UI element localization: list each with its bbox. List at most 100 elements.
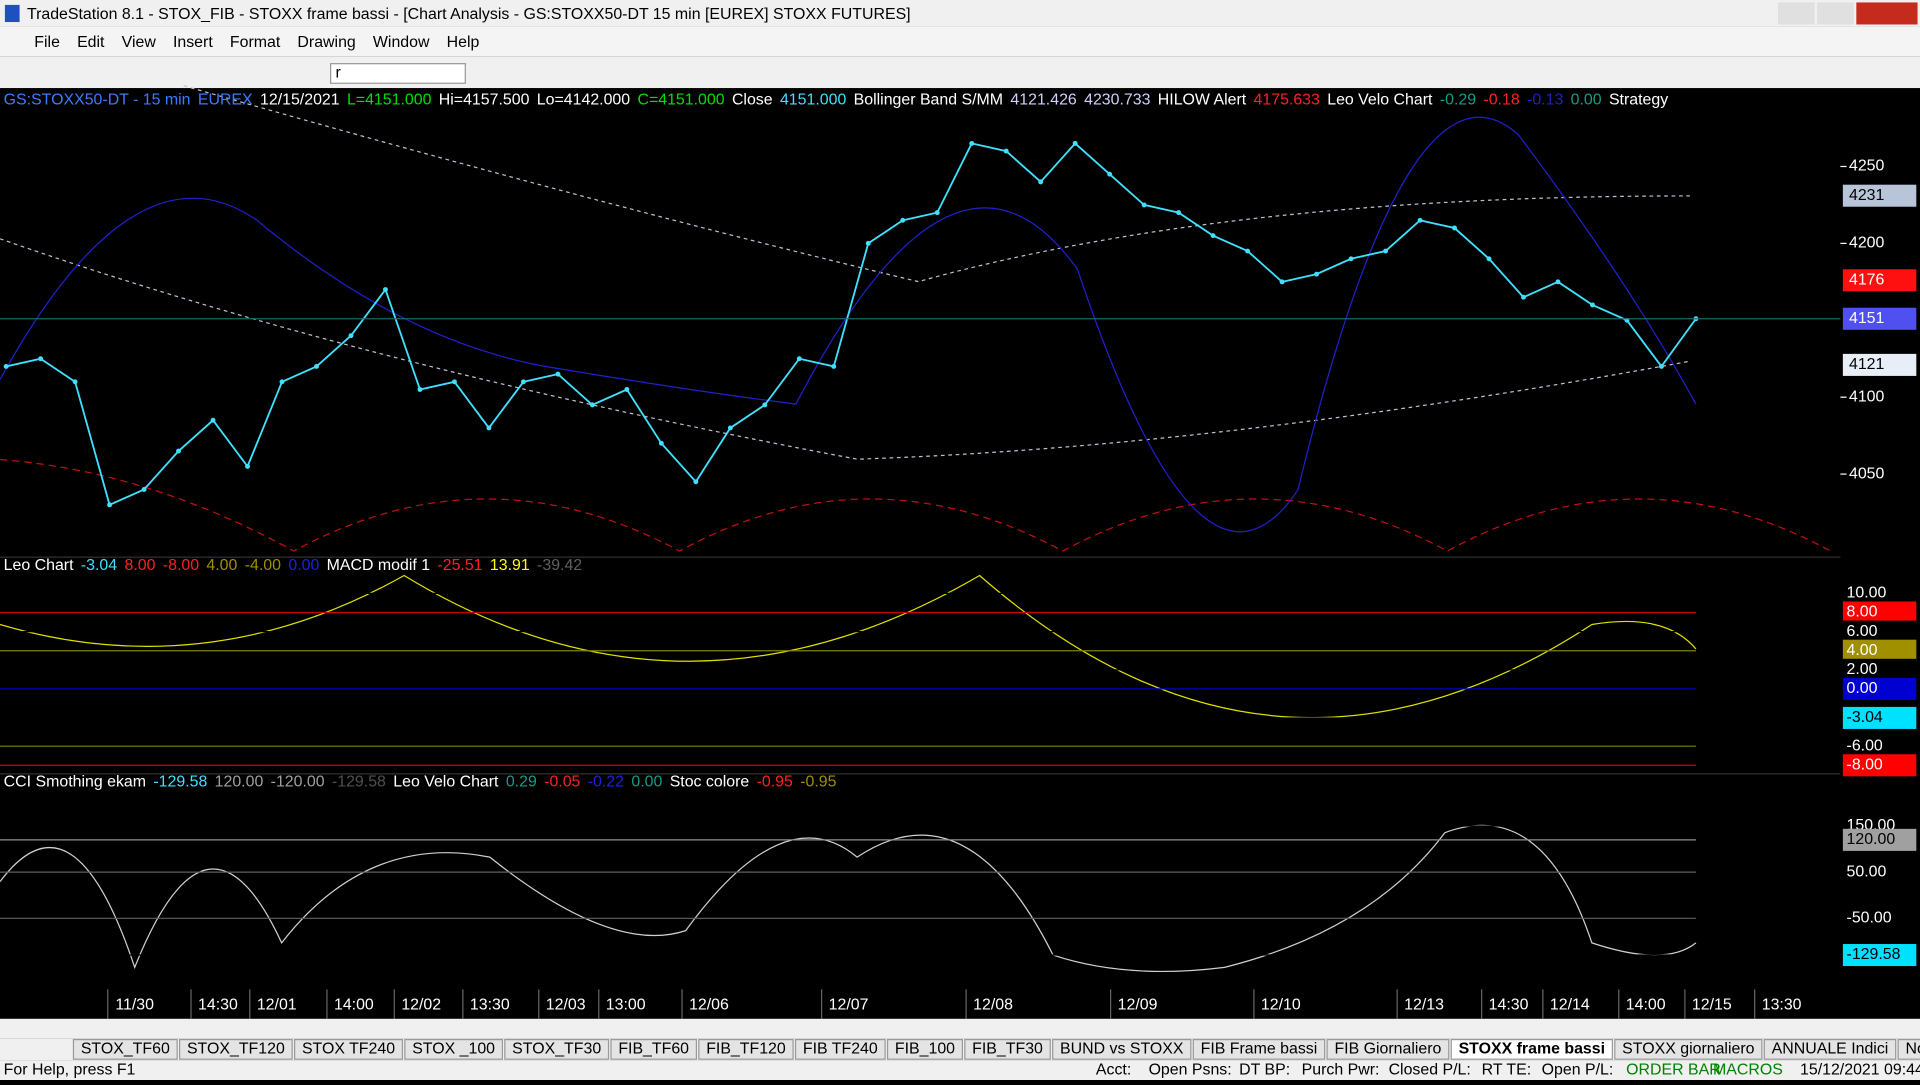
indicator-label: -39.42 bbox=[537, 557, 582, 574]
menu-bar bbox=[0, 26, 1920, 57]
price-point bbox=[486, 425, 492, 431]
tab-label[interactable]: FIB Giornaliero bbox=[1334, 1041, 1441, 1058]
tab-label[interactable]: STOX TF240 bbox=[302, 1041, 395, 1058]
price-point bbox=[1486, 256, 1492, 262]
x-tick-label: 12/14 bbox=[1550, 997, 1590, 1014]
indicator-label: Leo Chart bbox=[4, 557, 74, 574]
menu-item[interactable]: File bbox=[34, 34, 60, 51]
price-point bbox=[1590, 302, 1595, 308]
price-point bbox=[141, 487, 147, 492]
tab[interactable] bbox=[1192, 1038, 1326, 1060]
tab[interactable] bbox=[886, 1038, 963, 1060]
x-tick-label: 12/10 bbox=[1261, 997, 1301, 1014]
x-tick-label: 14:30 bbox=[1489, 997, 1529, 1014]
tick-badge bbox=[1842, 677, 1917, 700]
menu-item[interactable]: Drawing bbox=[297, 34, 355, 51]
tab-label[interactable]: FIB_TF30 bbox=[972, 1041, 1043, 1058]
indicator-label: Stoc colore bbox=[670, 774, 750, 791]
indicator-label: 4151.000 bbox=[780, 92, 846, 109]
price-point bbox=[727, 425, 733, 431]
indicator-label: Strategy bbox=[1609, 92, 1668, 109]
menu-item[interactable]: Edit bbox=[77, 34, 105, 51]
tab-label[interactable]: ANNUALE Indici bbox=[1772, 1041, 1889, 1058]
price-point bbox=[1348, 256, 1354, 262]
y-tick-label: 50.00 bbox=[1847, 863, 1887, 880]
tab[interactable] bbox=[1614, 1038, 1763, 1060]
tab[interactable] bbox=[1326, 1038, 1450, 1060]
x-tick-label: 12/09 bbox=[1118, 997, 1158, 1014]
tab[interactable] bbox=[610, 1038, 698, 1060]
tab[interactable] bbox=[698, 1038, 794, 1060]
status-field: Open P/L: bbox=[1542, 1061, 1614, 1078]
indicator-label: Close bbox=[732, 92, 773, 109]
tab[interactable] bbox=[794, 1038, 886, 1060]
tab-label[interactable]: FIB_TF60 bbox=[618, 1041, 689, 1058]
tab-label[interactable]: BUND vs STOXX bbox=[1060, 1041, 1184, 1058]
y-tick-label: 2.00 bbox=[1847, 661, 1878, 678]
tab[interactable] bbox=[1052, 1038, 1192, 1060]
indicator-label: -4.00 bbox=[245, 557, 281, 574]
tab-label[interactable]: No PREZZI bbox=[1905, 1041, 1920, 1058]
price-point bbox=[1658, 363, 1664, 369]
status-field: Acct: bbox=[1096, 1061, 1131, 1078]
tab[interactable] bbox=[179, 1038, 293, 1060]
tab[interactable] bbox=[404, 1038, 504, 1060]
price-point bbox=[693, 479, 699, 485]
price-point bbox=[1141, 202, 1147, 208]
menu-item[interactable]: Help bbox=[447, 34, 480, 51]
tab[interactable] bbox=[1897, 1038, 1920, 1060]
menu-item[interactable]: View bbox=[122, 34, 157, 51]
tab-label[interactable]: FIB TF240 bbox=[803, 1041, 878, 1058]
x-tick-label: 14:00 bbox=[334, 997, 374, 1014]
x-tick-label: 13:30 bbox=[470, 997, 510, 1014]
indicator-label: 4230.733 bbox=[1084, 92, 1150, 109]
status-help: For Help, press F1 bbox=[4, 1061, 136, 1078]
price-point bbox=[900, 217, 906, 223]
price-point bbox=[520, 379, 526, 385]
price-point bbox=[762, 402, 768, 408]
tab-label[interactable]: STOX_TF120 bbox=[187, 1041, 285, 1058]
y-tick-label: -8.00 bbox=[1847, 756, 1883, 773]
scrollbar[interactable] bbox=[0, 1018, 1920, 1039]
indicator-label: -0.29 bbox=[1440, 92, 1476, 109]
tick-badge bbox=[1842, 907, 1917, 930]
tab-label[interactable]: STOXX giornaliero bbox=[1622, 1041, 1754, 1058]
indicator-label: Bollinger Band S/MM bbox=[854, 92, 1003, 109]
indicator-label: -0.95 bbox=[757, 774, 793, 791]
tick-badge bbox=[1842, 828, 1917, 851]
price-point bbox=[1210, 233, 1216, 239]
tab-label[interactable]: STOX_TF30 bbox=[512, 1041, 601, 1058]
price-line bbox=[5, 142, 1697, 507]
indicator-label: L=4151.000 bbox=[347, 92, 432, 109]
price-badge bbox=[1842, 184, 1917, 207]
tab-label[interactable]: STOX _100 bbox=[412, 1041, 495, 1058]
tab[interactable] bbox=[1763, 1038, 1897, 1060]
close[interactable] bbox=[1856, 2, 1918, 25]
tab-label[interactable]: STOX_TF60 bbox=[81, 1041, 170, 1058]
symbol-box[interactable] bbox=[330, 63, 466, 84]
bollinger-lower bbox=[0, 238, 1690, 460]
menu-item[interactable]: Window bbox=[373, 34, 430, 51]
tab[interactable] bbox=[72, 1038, 178, 1060]
maximize[interactable] bbox=[1817, 2, 1854, 25]
price-point bbox=[176, 448, 181, 454]
macros[interactable]: MACROS bbox=[1713, 1061, 1783, 1078]
minimize[interactable] bbox=[1777, 2, 1815, 25]
indicator-label: Leo Velo Chart bbox=[393, 774, 499, 791]
indicator-label: -0.22 bbox=[588, 774, 624, 791]
tab-label[interactable]: FIB_TF120 bbox=[706, 1041, 786, 1058]
status-field: RT TE: bbox=[1482, 1061, 1532, 1078]
tab-label[interactable]: FIB Frame bassi bbox=[1201, 1041, 1318, 1058]
x-tick-label: 12/08 bbox=[973, 997, 1013, 1014]
menu-item[interactable]: Insert bbox=[173, 34, 213, 51]
tab-label[interactable]: STOXX frame bassi bbox=[1459, 1041, 1605, 1058]
tab[interactable] bbox=[293, 1038, 404, 1060]
menu-item[interactable]: Format bbox=[230, 34, 281, 51]
tab-label[interactable]: FIB_100 bbox=[895, 1041, 955, 1058]
price-badge bbox=[1842, 353, 1917, 376]
tab[interactable] bbox=[504, 1038, 610, 1060]
tab[interactable] bbox=[1450, 1038, 1613, 1060]
order-bar[interactable]: ORDER BAR bbox=[1626, 1061, 1721, 1078]
tab[interactable] bbox=[964, 1038, 1051, 1060]
tick-badge bbox=[1842, 735, 1917, 758]
